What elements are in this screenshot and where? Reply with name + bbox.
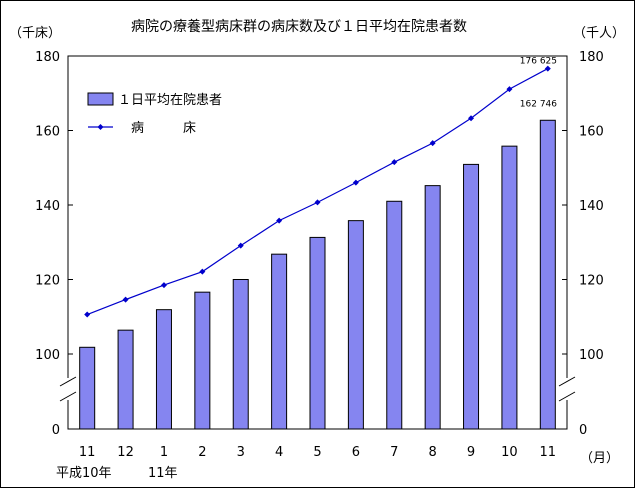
left-tick-label: 100 — [35, 348, 60, 363]
bar-inpatients — [271, 253, 288, 430]
era-label-11: 11年 — [148, 466, 178, 481]
left-axis-break-gap — [58, 378, 78, 400]
bar-inpatients — [194, 291, 211, 430]
chart-title: 病院の療養型病床群の病床数及び１日平均在院患者数 — [131, 18, 467, 35]
x-category-label: 2 — [198, 445, 206, 460]
right-tick-label: 160 — [579, 125, 604, 140]
bar-inpatients — [501, 145, 518, 430]
x-category-label: 7 — [390, 445, 398, 460]
x-category-label: 3 — [237, 445, 245, 460]
line-beds-point — [276, 217, 283, 224]
right-axis-break-mark — [558, 376, 576, 387]
bar-inpatients — [79, 346, 96, 430]
line-beds-point — [122, 296, 129, 303]
x-category-label: 10 — [501, 445, 518, 460]
left-axis-break-mark — [59, 391, 77, 402]
x-axis-unit: （月） — [580, 451, 619, 466]
bar-inpatients — [309, 236, 326, 430]
beds-last-data-label: 176 625 — [520, 57, 557, 67]
bar-inpatients — [424, 185, 441, 430]
right-axis-unit: （千人） — [573, 26, 625, 41]
bar-inpatients — [155, 309, 172, 430]
right-tick-label: 100 — [579, 348, 604, 363]
line-beds-point — [160, 282, 167, 289]
right-axis-break-gap — [557, 378, 577, 400]
right-tick-label: 140 — [579, 199, 604, 214]
line-beds-point — [352, 179, 359, 186]
left-tick-label: 120 — [35, 274, 60, 289]
legend-label-beds: 病 床 — [131, 121, 196, 136]
bar-inpatients — [463, 163, 480, 430]
x-category-label: 1 — [160, 445, 168, 460]
left-tick-label: 180 — [35, 50, 60, 65]
x-category-label: 9 — [467, 445, 475, 460]
right-axis-break-mark — [558, 391, 576, 402]
bar-inpatients — [117, 329, 134, 430]
legend-swatch-beds-marker — [97, 124, 104, 130]
right-tick-label: 180 — [579, 50, 604, 65]
line-beds-point — [84, 311, 91, 318]
line-beds-point — [314, 199, 321, 206]
left-tick-label: 140 — [35, 199, 60, 214]
line-beds-point — [468, 115, 475, 122]
legend-label-inpatients: １日平均在院患者 — [118, 93, 222, 108]
x-category-label: 8 — [429, 445, 437, 460]
x-category-label: 11 — [79, 445, 96, 460]
inpatients-last-data-label: 162 746 — [520, 99, 557, 109]
bar-inpatients — [386, 200, 403, 430]
line-beds-point — [506, 86, 513, 93]
line-beds-point — [237, 242, 244, 249]
bar-inpatients — [347, 220, 364, 430]
left-tick-label: 160 — [35, 125, 60, 140]
x-category-label: 6 — [352, 445, 360, 460]
legend-swatch-inpatients — [87, 92, 114, 106]
left-axis-break-mark — [59, 376, 77, 387]
era-label-heisei10: 平成10年 — [56, 466, 112, 481]
left-tick-label: 0 — [52, 423, 60, 438]
right-tick-label: 120 — [579, 274, 604, 289]
line-beds-point — [199, 268, 206, 275]
bar-inpatients — [539, 119, 556, 430]
x-category-label: 12 — [117, 445, 134, 460]
x-category-label: 5 — [313, 445, 321, 460]
x-category-label: 11 — [540, 445, 557, 460]
bar-inpatients — [232, 279, 249, 430]
left-axis-unit: （千床） — [9, 26, 61, 41]
right-tick-label: 0 — [579, 423, 587, 438]
line-beds-point — [429, 140, 436, 147]
line-beds-point — [391, 159, 398, 166]
line-beds-point — [544, 65, 551, 72]
x-category-label: 4 — [275, 445, 283, 460]
